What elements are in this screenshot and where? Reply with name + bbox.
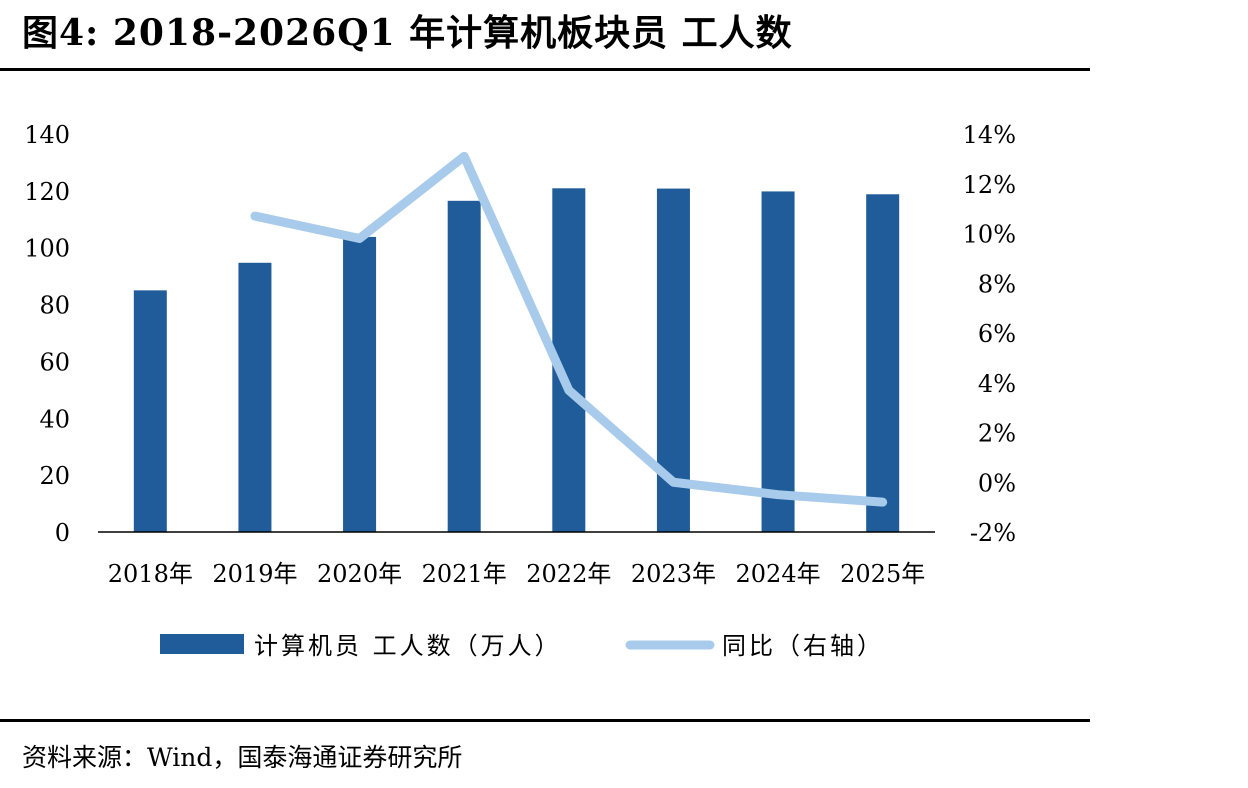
- bar: [343, 236, 377, 532]
- bar: [761, 191, 795, 532]
- right-axis-ticks: -2% 0% 2% 4% 6% 8% 10% 12% 14%: [963, 121, 1016, 547]
- x-tick-label: 2024年: [736, 560, 821, 588]
- bottom-rule: [0, 719, 1090, 722]
- right-tick-label: 8%: [978, 270, 1016, 298]
- legend-swatch-bar: [160, 634, 244, 654]
- legend: 计算机员 工人数（万人） 同比（右轴）: [160, 632, 884, 660]
- right-tick-label: 4%: [978, 370, 1016, 398]
- x-tick-label: 2023年: [631, 560, 716, 588]
- right-tick-label: 14%: [963, 121, 1016, 149]
- x-tick-label: 2020年: [317, 560, 402, 588]
- left-tick-label: 0: [55, 519, 70, 547]
- bar: [133, 290, 167, 532]
- bar: [447, 200, 481, 533]
- legend-label-line: 同比（右轴）: [722, 632, 884, 660]
- left-axis-ticks: 0 20 40 60 80 100 120 140: [24, 121, 70, 547]
- right-tick-label: 6%: [978, 320, 1016, 348]
- bar: [238, 262, 272, 532]
- chart: 0 20 40 60 80 100 120 140 -2% 0% 2% 4% 6% 8% 10% 12% 14…: [24, 121, 1016, 660]
- right-tick-label: 2%: [978, 420, 1016, 448]
- source-note: 资料来源：Wind，国泰海通证券研究所: [22, 743, 463, 772]
- right-tick-label: 10%: [963, 221, 1016, 249]
- legend-label-bar: 计算机员 工人数（万人）: [254, 632, 562, 660]
- right-tick-label: 12%: [963, 171, 1016, 199]
- left-tick-label: 100: [24, 235, 70, 263]
- bar-series: [133, 188, 900, 533]
- left-tick-label: 120: [24, 178, 70, 206]
- left-tick-label: 80: [39, 292, 70, 320]
- left-tick-label: 60: [39, 348, 70, 376]
- chart-title: 图4: 2018-2026Q1 年计算机板块员 工人数: [22, 12, 793, 54]
- x-tick-label: 2018年: [108, 560, 193, 588]
- x-axis-labels: 2018年 2019年 2020年 2021年 2022年 2023年 2024年 2025年: [108, 560, 925, 588]
- left-tick-label: 40: [39, 405, 70, 433]
- right-tick-label: -2%: [970, 519, 1016, 547]
- x-tick-label: 2022年: [526, 560, 611, 588]
- line-series-yoy: [250, 151, 888, 507]
- x-tick-label: 2025年: [840, 560, 925, 588]
- left-tick-label: 140: [24, 121, 70, 149]
- bar: [866, 194, 900, 533]
- left-tick-label: 20: [39, 462, 70, 490]
- top-rule: [0, 68, 1090, 71]
- x-tick-label: 2019年: [212, 560, 297, 588]
- right-tick-label: 0%: [978, 469, 1016, 497]
- x-tick-label: 2021年: [422, 560, 507, 588]
